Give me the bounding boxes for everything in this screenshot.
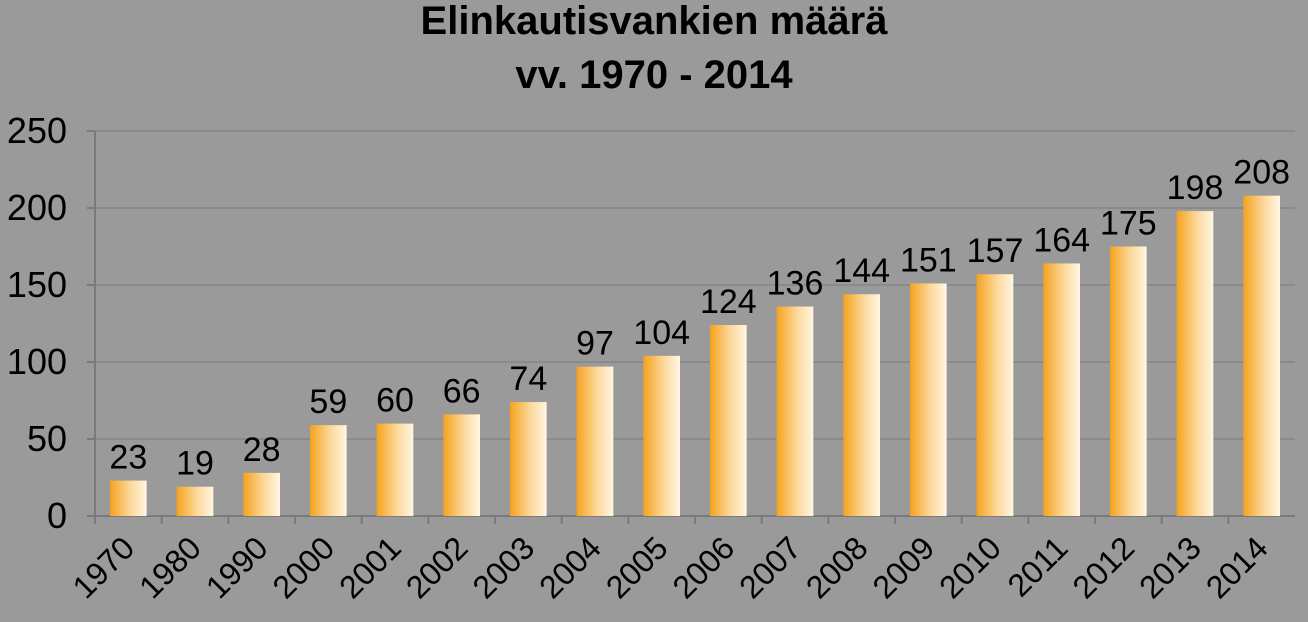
bar-2004 xyxy=(576,366,614,516)
bar-2002 xyxy=(443,414,480,516)
data-label-1990: 28 xyxy=(243,431,281,469)
x-tick-label-2001: 2001 xyxy=(332,529,408,605)
x-tick-label-2006: 2006 xyxy=(665,529,741,605)
x-tick-label-2008: 2008 xyxy=(799,529,875,605)
y-tick-label: 0 xyxy=(47,495,67,536)
bar-1990 xyxy=(243,472,280,516)
y-tick-label: 200 xyxy=(7,187,67,228)
bar-2000 xyxy=(310,425,347,516)
data-labels: 23 19 28 59 60 66 74 97 104 124 136 144 151 157 164 175… xyxy=(109,154,1290,483)
data-label-2008: 144 xyxy=(833,252,890,290)
bar-2013 xyxy=(1176,211,1214,516)
x-tick-label-2000: 2000 xyxy=(265,529,341,605)
x-tick-label-2002: 2002 xyxy=(399,529,475,605)
y-tick-label: 100 xyxy=(7,341,67,382)
data-label-1980: 19 xyxy=(176,445,214,483)
x-axis-ticks: 1970198019902000200120022003200420052006… xyxy=(65,529,1274,605)
data-label-2014: 208 xyxy=(1233,154,1290,192)
y-tick-label: 50 xyxy=(27,418,67,459)
x-tick-label-2012: 2012 xyxy=(1065,529,1141,605)
data-label-2010: 157 xyxy=(967,232,1024,270)
bar-2006 xyxy=(710,325,747,516)
data-label-2003: 74 xyxy=(509,360,547,398)
x-tick-label-2013: 2013 xyxy=(1132,529,1208,605)
chart-subtitle: vv. 1970 - 2014 xyxy=(515,53,793,97)
data-label-2011: 164 xyxy=(1033,221,1090,259)
bar-2005 xyxy=(643,355,680,516)
data-label-2009: 151 xyxy=(900,241,957,279)
bar-2009 xyxy=(910,283,947,516)
x-tick-label-2009: 2009 xyxy=(865,529,941,605)
bar-2001 xyxy=(376,423,414,516)
y-tick-label: 150 xyxy=(7,264,67,305)
chart-title: Elinkautisvankien määrä xyxy=(421,0,889,43)
bar-2007 xyxy=(776,306,814,516)
x-tick-label-2011: 2011 xyxy=(1001,529,1075,603)
bars xyxy=(110,195,1280,516)
data-label-1970: 23 xyxy=(109,439,147,477)
bar-2011 xyxy=(1043,263,1080,516)
gridlines xyxy=(87,130,1295,524)
x-tick-label-1980: 1980 xyxy=(132,529,208,605)
data-label-2013: 198 xyxy=(1167,169,1224,207)
x-tick-label-2007: 2007 xyxy=(732,529,808,605)
bar-2010 xyxy=(976,274,1014,516)
bar-2003 xyxy=(510,402,547,516)
bar-2012 xyxy=(1110,246,1147,516)
data-label-2002: 66 xyxy=(443,372,481,410)
y-axis-ticks: 0 50 100 150 200 250 xyxy=(7,110,67,536)
x-tick-label-1990: 1990 xyxy=(199,529,275,605)
x-tick-label-1970: 1970 xyxy=(65,529,141,605)
data-label-2005: 104 xyxy=(633,314,690,352)
data-label-2006: 124 xyxy=(700,283,757,321)
x-tick-label-2005: 2005 xyxy=(599,529,675,605)
y-tick-label: 250 xyxy=(7,110,67,151)
data-label-2001: 60 xyxy=(376,382,414,420)
bar-1970 xyxy=(110,480,147,516)
data-label-2007: 136 xyxy=(767,265,824,303)
x-tick-label-2010: 2010 xyxy=(932,529,1008,605)
bar-2008 xyxy=(843,294,880,516)
data-label-2012: 175 xyxy=(1100,205,1157,243)
data-label-2004: 97 xyxy=(576,325,614,363)
x-tick-label-2014: 2014 xyxy=(1199,529,1275,605)
data-label-2000: 59 xyxy=(309,383,347,421)
x-tick-label-2004: 2004 xyxy=(532,529,608,605)
bar-2014 xyxy=(1243,195,1280,516)
x-tick-label-2003: 2003 xyxy=(465,529,541,605)
bar-1980 xyxy=(176,486,214,516)
